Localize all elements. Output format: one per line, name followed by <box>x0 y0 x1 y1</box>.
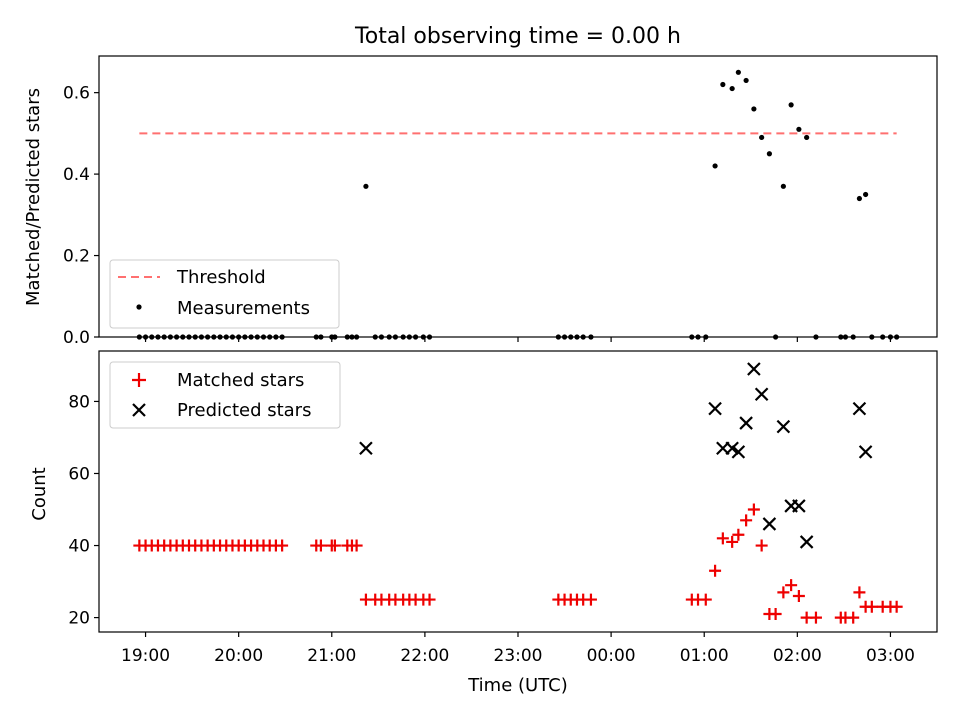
measurement-point-59 <box>780 183 786 189</box>
legend-matched-label: Matched stars <box>177 370 304 391</box>
legend-measurements-label: Measurements <box>177 298 310 319</box>
top-y-tick-label-2: 0.4 <box>63 165 90 185</box>
chart-title: Total observing time = 0.00 h <box>354 24 681 49</box>
matched-point-53 <box>732 528 745 541</box>
measurement-point-62 <box>804 134 810 141</box>
matched-point-60 <box>785 579 798 592</box>
matched-point-59 <box>777 586 790 599</box>
bottom-x-ticks: 19:00 20:00 21:00 22:00 23:00 00:00 01:00 02:00… <box>121 632 915 666</box>
predicted-point-3 <box>725 441 739 456</box>
matched-point-52 <box>726 535 739 548</box>
legend-predicted-label: Predicted stars <box>177 400 311 421</box>
top-y-ticks: 0.0 0.2 0.4 0.6 <box>63 84 99 348</box>
matched-point-58 <box>769 607 782 620</box>
top-legend: Threshold Measurements <box>109 259 340 329</box>
bottom-x-tick-label-4: 23:00 <box>494 646 543 666</box>
predicted-point-1 <box>708 401 722 416</box>
predicted-point-8 <box>762 517 777 531</box>
measurement-point-50 <box>712 163 718 169</box>
measurement-point-31 <box>363 183 369 189</box>
matched-point-69 <box>865 600 878 613</box>
bottom-y-tick-label-3: 80 <box>68 392 90 412</box>
matched-point-30 <box>350 539 363 552</box>
matched-point-72 <box>890 600 903 613</box>
measurement-point-51 <box>720 81 726 88</box>
bottom-y-axis-label: Count <box>29 467 50 520</box>
matched-point-55 <box>747 503 760 516</box>
legend-threshold-label: Threshold <box>176 267 266 288</box>
matched-point-61 <box>792 589 805 602</box>
bottom-x-tick-label-5: 00:00 <box>587 646 636 666</box>
predicted-point-11 <box>792 499 806 513</box>
measurement-point-56 <box>759 134 765 141</box>
bottom-plot-area <box>133 362 903 624</box>
predicted-point-14 <box>858 445 873 459</box>
top-legend-box <box>109 259 340 329</box>
bottom-x-tick-label-8: 03:00 <box>866 646 915 666</box>
top-y-tick-label-0: 0.0 <box>63 328 90 348</box>
matched-point-27 <box>328 539 341 552</box>
legend-predicted-x-icon <box>132 403 146 417</box>
measurement-point-55 <box>751 106 757 112</box>
bottom-x-tick-label-1: 20:00 <box>214 646 263 666</box>
bottom-panel: 20 40 60 80 19:00 20:00 21:00 22:00 23:00 00:00 0… <box>29 350 938 696</box>
top-y-tick-label-3: 0.6 <box>63 84 90 104</box>
bottom-y-ticks: 20 40 60 80 <box>68 392 99 629</box>
bottom-x-tick-label-7: 02:00 <box>773 646 822 666</box>
top-y-axis-label: Matched/Predicted stars <box>23 88 44 306</box>
bottom-y-tick-label-2: 60 <box>68 464 90 484</box>
bottom-x-tick-label-6: 01:00 <box>680 646 729 666</box>
measurement-point-52 <box>729 85 735 92</box>
bottom-y-tick-label-0: 20 <box>68 609 90 629</box>
matched-point-56 <box>755 539 768 552</box>
measurement-point-68 <box>863 191 869 198</box>
predicted-point-13 <box>852 401 867 416</box>
bottom-x-tick-label-2: 21:00 <box>307 646 356 666</box>
matched-point-54 <box>740 514 753 527</box>
top-x-ticks <box>144 337 892 342</box>
measurement-point-57 <box>766 151 773 157</box>
top-axes-frame <box>98 55 938 338</box>
measurement-point-67 <box>856 195 863 202</box>
measurement-point-61 <box>796 126 802 132</box>
matched-point-51 <box>716 532 729 545</box>
bottom-x-tick-label-3: 22:00 <box>400 646 449 666</box>
measurement-point-54 <box>743 77 749 84</box>
matched-point-67 <box>853 586 866 599</box>
predicted-point-7 <box>754 387 769 402</box>
predicted-point-12 <box>799 535 814 549</box>
bottom-legend: Matched stars Predicted stars <box>109 361 341 429</box>
matched-point-50 <box>709 564 722 577</box>
predicted-point-6 <box>747 362 761 376</box>
predicted-point-0 <box>359 441 373 456</box>
legend-measurement-dot-icon <box>136 304 142 310</box>
matched-point-46 <box>584 593 597 606</box>
matched-point-49 <box>699 593 712 606</box>
bottom-legend-box <box>109 361 341 429</box>
matched-point-40 <box>423 593 436 606</box>
predicted-point-5 <box>739 416 753 430</box>
bottom-x-axis-label: Time (UTC) <box>467 675 568 696</box>
top-panel: 0.0 0.2 0.4 0.6 Matched/Predicted stars Thr… <box>23 55 938 348</box>
measurement-point-60 <box>788 102 794 108</box>
matched-point-63 <box>809 611 822 624</box>
matched-point-25 <box>314 539 327 552</box>
predicted-point-4 <box>731 445 746 459</box>
matched-point-66 <box>847 611 860 624</box>
legend-matched-plus-icon <box>132 373 146 387</box>
bottom-axes-frame <box>98 350 938 633</box>
measurement-point-53 <box>735 69 741 75</box>
bottom-y-tick-label-1: 40 <box>68 537 90 557</box>
top-y-tick-label-1: 0.2 <box>63 247 90 267</box>
predicted-point-9 <box>776 419 791 434</box>
matched-point-23 <box>276 539 289 552</box>
bottom-x-tick-label-0: 19:00 <box>121 646 170 666</box>
